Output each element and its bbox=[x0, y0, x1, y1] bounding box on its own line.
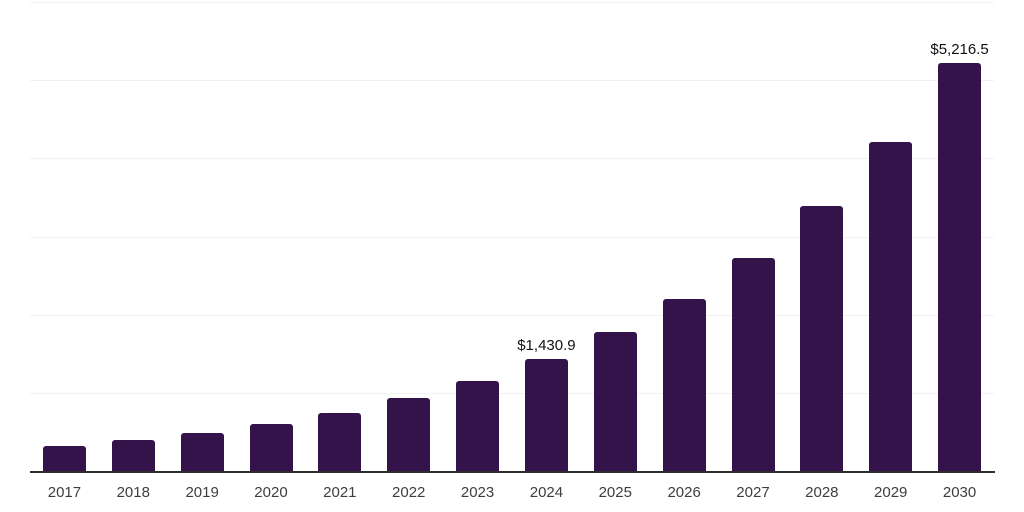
x-tick-label-2025: 2025 bbox=[598, 484, 632, 501]
x-tick-label-2022: 2022 bbox=[392, 484, 426, 501]
bar-2028 bbox=[800, 206, 844, 471]
x-tick-label-2020: 2020 bbox=[254, 484, 288, 501]
bar-2022 bbox=[387, 398, 431, 471]
bar-value-label-2024: $1,430.9 bbox=[517, 337, 576, 355]
bar-value-label-2030: $5,216.5 bbox=[930, 41, 989, 59]
x-tick-label-2018: 2018 bbox=[116, 484, 150, 501]
gridline bbox=[30, 314, 994, 316]
bar-2017 bbox=[42, 445, 86, 471]
bar-2027 bbox=[731, 257, 775, 471]
x-tick-label-2023: 2023 bbox=[460, 484, 495, 501]
bar-2026 bbox=[662, 299, 706, 471]
gridline bbox=[30, 2, 994, 3]
x-tick-label-2021: 2021 bbox=[323, 484, 357, 501]
gridline bbox=[30, 80, 994, 82]
bar-2020 bbox=[249, 424, 293, 471]
x-tick-label-2027: 2027 bbox=[736, 484, 770, 501]
x-axis-line bbox=[30, 471, 995, 473]
x-tick-label-2030: 2030 bbox=[942, 484, 977, 501]
gridline bbox=[30, 236, 994, 238]
x-tick-label-2019: 2019 bbox=[185, 484, 219, 501]
bar-2025 bbox=[593, 332, 637, 471]
gridline bbox=[30, 392, 994, 394]
gridline bbox=[30, 158, 994, 160]
bar-2019 bbox=[180, 433, 224, 471]
x-tick-label-2024: 2024 bbox=[529, 484, 564, 501]
x-tick-label-2017: 2017 bbox=[47, 484, 82, 501]
bar-2030 bbox=[938, 63, 982, 471]
x-tick-label-2028: 2028 bbox=[805, 484, 839, 501]
x-tick-label-2029: 2029 bbox=[874, 484, 908, 501]
bar-2021 bbox=[318, 412, 362, 471]
bar-2018 bbox=[111, 440, 155, 471]
bar-2023 bbox=[456, 381, 500, 471]
x-tick-label-2026: 2026 bbox=[667, 484, 701, 501]
bar-2024 bbox=[524, 359, 568, 471]
bar-2029 bbox=[869, 142, 913, 471]
